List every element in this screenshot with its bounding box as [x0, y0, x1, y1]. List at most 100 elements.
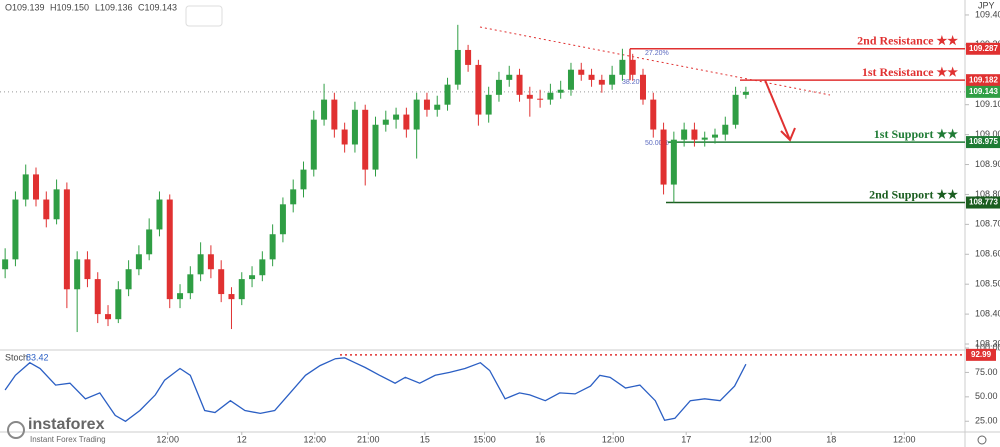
x-tick-label: 21:00	[357, 434, 380, 444]
candle-body	[53, 189, 60, 220]
candle-body	[74, 259, 81, 290]
candle-body	[321, 99, 328, 120]
candle-body	[94, 279, 101, 315]
candle-body	[444, 84, 451, 105]
y-tick-label: 108.500	[975, 279, 1000, 289]
y-tick-label: 109.400	[975, 9, 1000, 19]
ohlc-open: O109.139	[5, 2, 45, 12]
candle-body	[650, 99, 657, 130]
candle-body	[465, 49, 472, 65]
x-tick-label: 12:00	[602, 434, 625, 444]
fib-label: 27.20%	[645, 50, 669, 57]
price-tag-label: 109.287	[969, 44, 998, 53]
candle-body	[279, 204, 286, 235]
candle-body	[362, 109, 369, 170]
price-tag-label: 109.182	[969, 75, 998, 84]
candle-body	[691, 129, 698, 140]
y-tick-label: 75.00	[975, 367, 998, 377]
x-tick-label: 16	[535, 434, 545, 444]
toolbar-button[interactable]	[185, 5, 223, 27]
candle-body	[403, 114, 410, 130]
x-tick-label: 12	[237, 434, 247, 444]
candle-body	[84, 259, 91, 280]
candle-body	[495, 79, 502, 95]
settings-icon[interactable]	[977, 435, 987, 445]
price-tag-label: 108.975	[969, 137, 998, 146]
brand-tagline: Instant Forex Trading	[30, 435, 106, 444]
candle-body	[146, 229, 153, 255]
y-tick-label: 109.100	[975, 99, 1000, 109]
level-label: 1st Support ★★	[874, 127, 958, 141]
candle-body	[681, 129, 688, 140]
candle-body	[228, 294, 235, 300]
candle-body	[454, 49, 461, 85]
candle-body	[12, 199, 19, 260]
x-tick-label: 18	[826, 434, 836, 444]
currency-label: JPY	[978, 0, 995, 10]
y-tick-label: 108.900	[975, 159, 1000, 169]
candle-body	[125, 269, 132, 290]
y-tick-label: 108.300	[975, 338, 1000, 348]
price-tag	[966, 85, 1000, 98]
candle-body	[578, 69, 585, 75]
y-tick-label: 108.400	[975, 308, 1000, 318]
price-tag-label: 109.143	[969, 87, 998, 96]
candle-body	[269, 234, 276, 260]
y-tick-label: 108.600	[975, 249, 1000, 259]
candle-body	[423, 99, 430, 110]
candle-body	[506, 74, 513, 80]
candle-body	[660, 129, 667, 185]
candle-body	[2, 259, 9, 270]
ohlc-high: H109.150	[50, 2, 89, 12]
candle-body	[259, 259, 266, 276]
candle-body	[547, 92, 554, 100]
y-tick-label: 109.000	[975, 129, 1000, 139]
candle-body	[197, 254, 204, 275]
y-tick-label: 25.00	[975, 416, 998, 426]
candle-body	[701, 137, 708, 140]
ohlc-close: C109.143	[138, 2, 177, 12]
candle-body	[166, 199, 173, 300]
candle-body	[290, 189, 297, 205]
candle-body	[372, 124, 379, 170]
candle-body	[609, 74, 616, 85]
price-tag	[966, 42, 1000, 55]
candle-body	[722, 124, 729, 135]
candle-body	[351, 109, 358, 145]
candle-body	[22, 174, 29, 200]
candle-body	[485, 94, 492, 115]
x-tick-label: 12:00	[304, 434, 327, 444]
candle-body	[331, 99, 338, 130]
y-tick-label: 108.800	[975, 189, 1000, 199]
candle-body	[670, 139, 677, 185]
price-tag	[966, 136, 1000, 149]
brand-logo	[7, 421, 25, 439]
candle-body	[63, 189, 70, 290]
candle-body	[413, 99, 420, 130]
fib-label: 50.00%	[645, 140, 669, 147]
level-label: 1st Resistance ★★	[862, 65, 958, 79]
candle-body	[619, 59, 626, 75]
candle-body	[341, 129, 348, 145]
candle-body	[712, 134, 719, 138]
price-tag-label: 92.99	[971, 350, 992, 359]
x-tick-label: 17	[681, 434, 691, 444]
x-tick-label: 12:00	[893, 434, 916, 444]
brand-name: instaforex	[28, 416, 105, 433]
candle-body	[516, 74, 523, 95]
level-label: 2nd Resistance ★★	[857, 34, 958, 48]
candle-body	[177, 293, 184, 300]
arrow	[764, 79, 791, 141]
candle-body	[526, 94, 533, 99]
x-tick-label: 15	[420, 434, 430, 444]
candle-body	[115, 289, 122, 320]
stoch-line	[4, 357, 747, 423]
candle-body	[639, 74, 646, 100]
price-tag	[966, 74, 1000, 87]
candle-body	[33, 174, 40, 200]
candle-body	[393, 114, 400, 120]
candle-body	[434, 104, 441, 110]
candle-body	[310, 119, 317, 170]
